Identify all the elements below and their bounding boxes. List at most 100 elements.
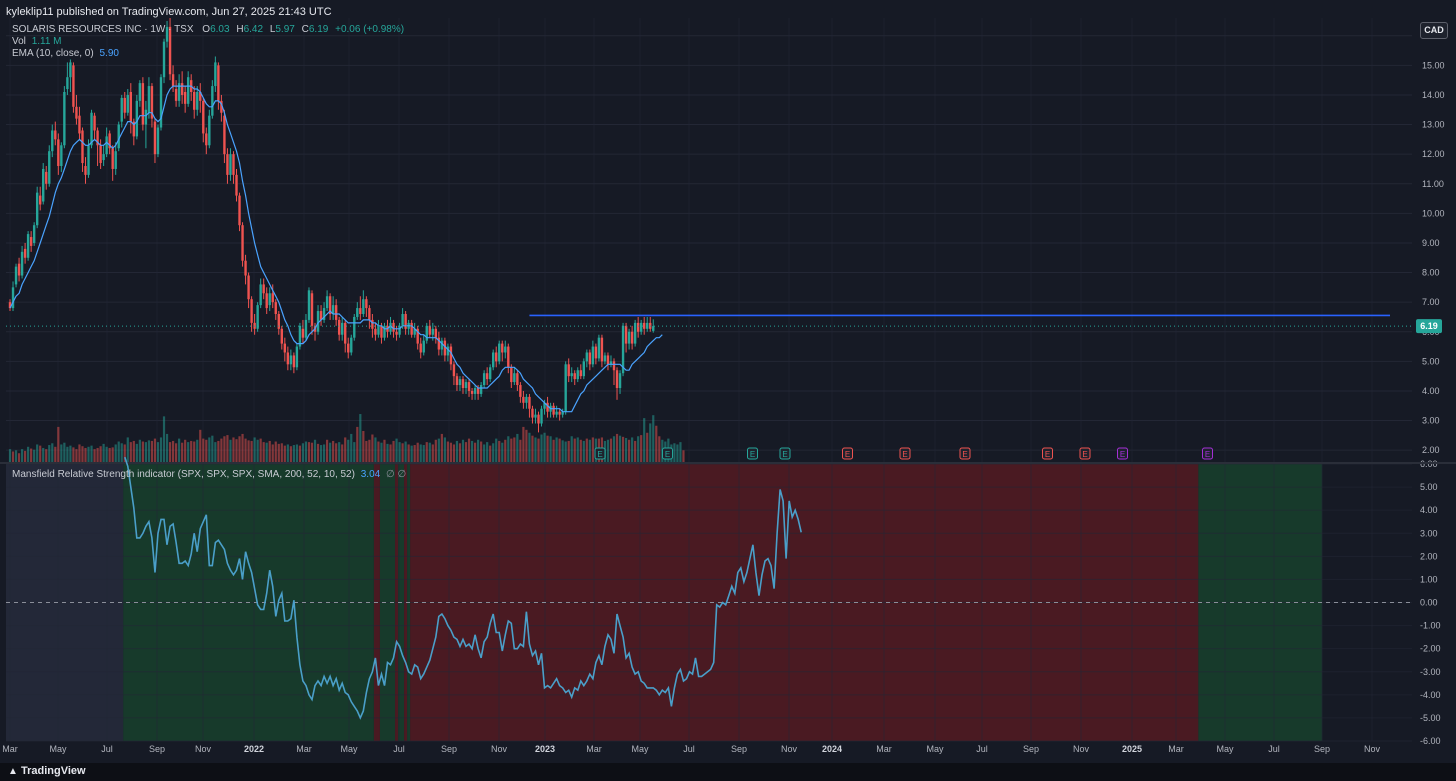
candle-body[interactable]	[350, 337, 353, 353]
candle-body[interactable]	[289, 355, 293, 365]
candle-body[interactable]	[23, 248, 27, 258]
candle-body[interactable]	[495, 352, 498, 362]
candle-body[interactable]	[513, 373, 516, 383]
candle-body[interactable]	[359, 308, 362, 314]
candle-body[interactable]	[639, 322, 643, 332]
chart-canvas[interactable]: 16.0015.0014.0013.0012.0011.0010.009.008…	[0, 0, 1456, 763]
candle-body[interactable]	[298, 325, 302, 347]
candle-body[interactable]	[286, 352, 290, 365]
candle-body[interactable]	[643, 322, 646, 329]
candle-body[interactable]	[26, 234, 30, 258]
earnings-marker[interactable]	[842, 447, 853, 460]
candle-body[interactable]	[615, 370, 619, 388]
candle-body[interactable]	[482, 373, 486, 386]
candle-body[interactable]	[618, 373, 622, 388]
candle-body[interactable]	[344, 322, 347, 344]
candle-body[interactable]	[452, 364, 456, 377]
candle-body[interactable]	[461, 379, 465, 388]
candle-body[interactable]	[138, 83, 142, 101]
candle-body[interactable]	[555, 411, 558, 415]
candle-body[interactable]	[268, 293, 271, 306]
earnings-marker[interactable]	[594, 447, 606, 460]
candle-body[interactable]	[368, 308, 371, 320]
candle-body[interactable]	[274, 302, 277, 314]
candle-body[interactable]	[525, 396, 528, 403]
candle-body[interactable]	[588, 352, 592, 365]
candle-body[interactable]	[153, 121, 157, 155]
candle-body[interactable]	[162, 41, 166, 78]
candle-body[interactable]	[636, 322, 640, 332]
candle-body[interactable]	[516, 373, 519, 386]
candle-body[interactable]	[205, 133, 208, 146]
candle-body[interactable]	[443, 340, 447, 356]
candle-body[interactable]	[310, 293, 314, 326]
candle-body[interactable]	[356, 308, 359, 317]
candle-body[interactable]	[262, 284, 265, 294]
earnings-marker[interactable]	[959, 447, 971, 460]
candle-body[interactable]	[180, 83, 184, 95]
candle-body[interactable]	[413, 328, 416, 335]
candle-body[interactable]	[90, 112, 93, 146]
candle-body[interactable]	[591, 346, 595, 365]
candle-body[interactable]	[325, 296, 329, 309]
candle-body[interactable]	[168, 26, 172, 75]
candle-body[interactable]	[464, 382, 468, 388]
candle-body[interactable]	[371, 319, 374, 329]
candle-body[interactable]	[543, 402, 546, 409]
candle-body[interactable]	[540, 408, 543, 424]
candle-body[interactable]	[87, 145, 90, 175]
candle-body[interactable]	[428, 325, 431, 335]
candle-body[interactable]	[193, 92, 196, 110]
candle-body[interactable]	[280, 328, 283, 344]
candle-body[interactable]	[606, 355, 610, 365]
tradingview-logo[interactable]: ▲ TradingView	[8, 765, 86, 777]
candle-body[interactable]	[389, 322, 392, 332]
candle-body[interactable]	[123, 97, 126, 113]
candle-body[interactable]	[265, 293, 268, 309]
candle-body[interactable]	[111, 148, 114, 169]
candle-body[interactable]	[561, 411, 564, 415]
candle-body[interactable]	[576, 370, 579, 380]
candle-body[interactable]	[537, 414, 540, 424]
candle-body[interactable]	[202, 100, 205, 134]
candle-body[interactable]	[582, 361, 585, 377]
candle-body[interactable]	[473, 388, 477, 394]
candle-body[interactable]	[11, 287, 15, 309]
candle-body[interactable]	[621, 325, 625, 374]
candle-body[interactable]	[156, 127, 160, 155]
candle-body[interactable]	[479, 385, 483, 394]
candle-body[interactable]	[226, 154, 229, 175]
candle-body[interactable]	[96, 130, 99, 146]
candle-body[interactable]	[214, 62, 217, 87]
candle-body[interactable]	[54, 130, 57, 140]
candle-body[interactable]	[78, 115, 81, 134]
candle-body[interactable]	[380, 325, 383, 338]
candle-body[interactable]	[416, 328, 419, 344]
candle-body[interactable]	[594, 346, 598, 359]
candle-body[interactable]	[646, 322, 649, 329]
candle-body[interactable]	[117, 124, 120, 149]
candle-body[interactable]	[42, 168, 45, 202]
candle-body[interactable]	[144, 109, 148, 125]
candle-body[interactable]	[522, 396, 525, 403]
candle-body[interactable]	[217, 65, 220, 101]
candle-body[interactable]	[132, 121, 136, 137]
candle-body[interactable]	[232, 154, 235, 175]
candle-body[interactable]	[422, 340, 425, 353]
candle-body[interactable]	[105, 136, 108, 155]
candle-body[interactable]	[573, 373, 576, 380]
candle-body[interactable]	[35, 192, 39, 226]
candle-body[interactable]	[60, 145, 63, 166]
candle-body[interactable]	[507, 346, 510, 368]
candle-body[interactable]	[488, 367, 492, 380]
candle-body[interactable]	[398, 325, 401, 335]
candle-body[interactable]	[304, 319, 308, 338]
candle-body[interactable]	[114, 151, 117, 169]
candle-body[interactable]	[14, 266, 18, 285]
candle-body[interactable]	[570, 373, 573, 377]
candle-body[interactable]	[66, 77, 69, 90]
candle-body[interactable]	[220, 100, 223, 113]
candle-body[interactable]	[120, 97, 123, 122]
candle-body[interactable]	[630, 331, 634, 344]
candle-body[interactable]	[99, 145, 102, 164]
